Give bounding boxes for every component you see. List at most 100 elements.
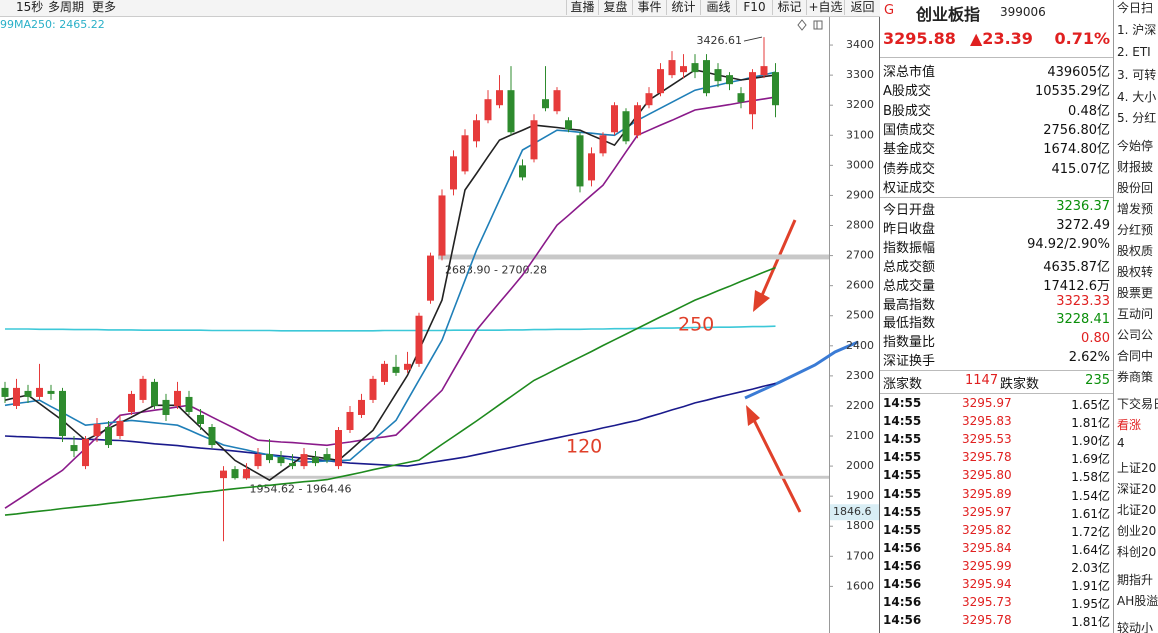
stat-label: B股成交: [883, 103, 931, 119]
candle-body: [772, 72, 779, 106]
badge: G: [884, 3, 895, 18]
toolbar-button[interactable]: F10: [736, 0, 772, 15]
tick-price: 3295.73: [962, 595, 1012, 610]
stat-value: 3228.41: [1056, 312, 1110, 328]
plot-bg: [0, 16, 829, 633]
candle-body: [657, 69, 664, 94]
side-item[interactable]: 期指升: [1117, 573, 1154, 587]
tick-price: 3295.94: [962, 577, 1012, 591]
side-item[interactable]: 今日扫: [1117, 1, 1154, 15]
stat-value: 2756.80亿: [1043, 122, 1110, 138]
candle-body: [634, 105, 641, 136]
side-item[interactable]: 较动小: [1117, 621, 1154, 633]
side-item[interactable]: 4: [1117, 436, 1125, 450]
side-item[interactable]: 科创20: [1117, 545, 1157, 559]
side-item[interactable]: 4. 大小: [1117, 90, 1157, 104]
toolbar-item[interactable]: 15秒: [16, 0, 44, 14]
side-item[interactable]: 2. ETI: [1117, 45, 1151, 59]
side-item[interactable]: 今始停: [1117, 139, 1154, 153]
side-item[interactable]: 股权转: [1117, 265, 1154, 279]
stat-label: 深总市值: [883, 65, 936, 80]
side-item[interactable]: 1. 沪深: [1117, 23, 1157, 37]
icon-square[interactable]: [813, 20, 823, 30]
level-band: [438, 254, 829, 260]
side-item[interactable]: 北证20: [1117, 503, 1157, 517]
toolbar-button[interactable]: 直播: [566, 0, 598, 15]
candle-body: [415, 315, 423, 364]
tick-volume: 1.69亿: [1071, 452, 1110, 467]
stat-value: 3236.37: [1056, 199, 1110, 214]
breadth: 跌家数: [1000, 377, 1040, 392]
candle-body: [484, 99, 492, 121]
candle-body: [128, 393, 135, 412]
ma-line: [4, 96, 776, 509]
tick-volume: 1.58亿: [1071, 470, 1110, 485]
y-tick-label: 3400: [846, 38, 874, 51]
side-item[interactable]: 财报披: [1117, 160, 1154, 174]
tick-time: 14:56: [883, 613, 922, 628]
toolbar-button[interactable]: 复盘: [598, 0, 632, 15]
ma-line: [4, 382, 776, 467]
toolbar-item[interactable]: 多周期: [48, 0, 85, 14]
icon-diamond[interactable]: [797, 19, 807, 31]
stat-value: 10535.29亿: [1034, 84, 1110, 100]
side-item[interactable]: 券商策: [1117, 370, 1154, 384]
candle-body: [381, 363, 388, 382]
candle-body: [726, 75, 733, 85]
stat-label: 最低指数: [883, 316, 936, 332]
side-item[interactable]: 互动问: [1117, 307, 1154, 321]
tick-time: 14:55: [883, 432, 922, 447]
side-item[interactable]: 深证20: [1117, 482, 1157, 496]
tick-price: 3295.53: [962, 432, 1012, 447]
tick-time: 14:55: [883, 450, 922, 465]
side-item[interactable]: 创业20: [1117, 524, 1157, 538]
side-item[interactable]: 增发预: [1117, 202, 1154, 216]
side-item[interactable]: 3. 可转: [1117, 68, 1157, 82]
y-tick-label: 2100: [846, 429, 874, 442]
candle-body: [622, 111, 630, 142]
legend-text: MA250: 2465.22: [14, 18, 105, 31]
toolbar-button[interactable]: 统计: [666, 0, 700, 15]
toolbar-button[interactable]: +自选: [806, 0, 844, 15]
side-item[interactable]: 下交易日: [1117, 397, 1158, 411]
candle-body: [346, 411, 354, 431]
tick-price: 3295.78: [962, 450, 1012, 465]
toolbar-item[interactable]: 更多: [92, 0, 117, 14]
toolbar-button[interactable]: 返回: [844, 0, 880, 15]
candle-body: [404, 363, 411, 370]
candle-body: [1, 387, 9, 397]
divider: [1113, 0, 1114, 633]
side-item[interactable]: 股份回: [1117, 181, 1154, 195]
stat-label: 指数振幅: [883, 240, 936, 256]
side-item[interactable]: 5. 分红: [1117, 111, 1157, 125]
side-item[interactable]: 分红预: [1117, 223, 1154, 237]
breadth: 涨家数: [883, 377, 923, 392]
candle-body: [323, 454, 331, 461]
candle-body: [93, 423, 101, 437]
change-pct: 0.71%: [1054, 29, 1110, 48]
tick-volume: 1.72亿: [1071, 524, 1110, 539]
candle-body: [438, 195, 446, 256]
side-item[interactable]: 看涨: [1117, 418, 1142, 432]
toolbar-button[interactable]: 标记: [772, 0, 806, 15]
candle-body: [599, 135, 607, 154]
candle-body: [611, 105, 618, 133]
side-item[interactable]: AH股溢: [1117, 594, 1158, 608]
tick-volume: 1.65亿: [1071, 398, 1110, 412]
candle-body: [254, 454, 262, 467]
toolbar-button[interactable]: 事件: [632, 0, 666, 15]
side-item[interactable]: 合同中: [1117, 349, 1154, 363]
side-item[interactable]: 公司公: [1117, 328, 1154, 342]
tick-price: 3295.97: [962, 504, 1012, 519]
stat-value: 17412.6万: [1043, 278, 1110, 294]
side-item[interactable]: 股权质: [1117, 244, 1154, 258]
candle-body: [450, 156, 457, 190]
toolbar-button[interactable]: 画线: [700, 0, 736, 15]
candle-body: [496, 90, 503, 106]
candle-body: [70, 445, 78, 452]
side-item[interactable]: 股票更: [1117, 286, 1154, 300]
side-item[interactable]: 上证20: [1117, 461, 1157, 475]
stat-label: 权证成交: [883, 180, 936, 196]
separator: [880, 57, 1113, 58]
level-label: 1954.62 - 1964.46: [250, 483, 352, 496]
